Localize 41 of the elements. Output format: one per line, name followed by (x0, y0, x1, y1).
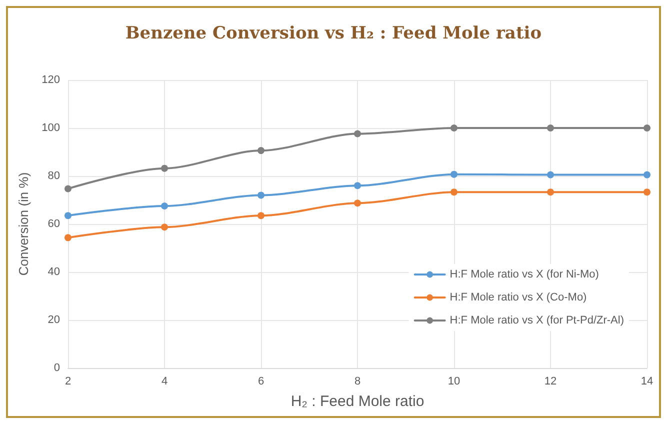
point (644, 124, 650, 132)
x-tick-label: 6 (258, 376, 264, 388)
point (450, 188, 458, 196)
x-tick-label: 10 (448, 376, 460, 388)
x-tick-label: 8 (354, 376, 361, 388)
legend-label: H:F Mole ratio vs X (Co-Mo) (450, 292, 587, 304)
y-tick-label: 40 (48, 266, 60, 278)
point (547, 188, 554, 196)
legend-label: H:F Mole ratio vs X (for Ni-Mo) (450, 268, 599, 280)
x-tick-label: 14 (640, 376, 654, 388)
point (354, 200, 361, 207)
point (354, 130, 361, 138)
y-axis-title: Conversion (in %) (16, 172, 31, 276)
point (64, 234, 72, 242)
point (64, 185, 72, 192)
y-tick-label: 80 (48, 170, 60, 182)
y-tick-label: 100 (42, 122, 60, 134)
y-tick-label: 60 (48, 218, 60, 230)
point (547, 171, 554, 178)
point (547, 124, 554, 132)
x-tick-label: 2 (64, 376, 72, 388)
point (64, 212, 72, 220)
x-tick-label: 12 (544, 376, 557, 388)
legend-label: H:F Mole ratio vs X (for Pt-Pd/Zr-Al) (450, 314, 624, 326)
y-tick-label: 20 (48, 314, 60, 326)
point (644, 188, 650, 196)
point (161, 224, 168, 231)
y-tick-label: 120 (42, 74, 60, 86)
point (450, 170, 458, 178)
point (450, 124, 458, 132)
chart-title: Benzene Conversion vs H₂ : Feed Mole ratio (125, 24, 542, 44)
x-axis-title: H₂ : Feed Mole ratio (290, 393, 424, 410)
point (354, 182, 361, 190)
point (161, 202, 168, 210)
point (258, 147, 264, 154)
y-tick-label: 0 (54, 362, 60, 374)
point (258, 212, 264, 220)
x-tick-label: 4 (161, 376, 168, 388)
point (161, 164, 168, 172)
point (644, 171, 650, 178)
point (258, 192, 264, 199)
